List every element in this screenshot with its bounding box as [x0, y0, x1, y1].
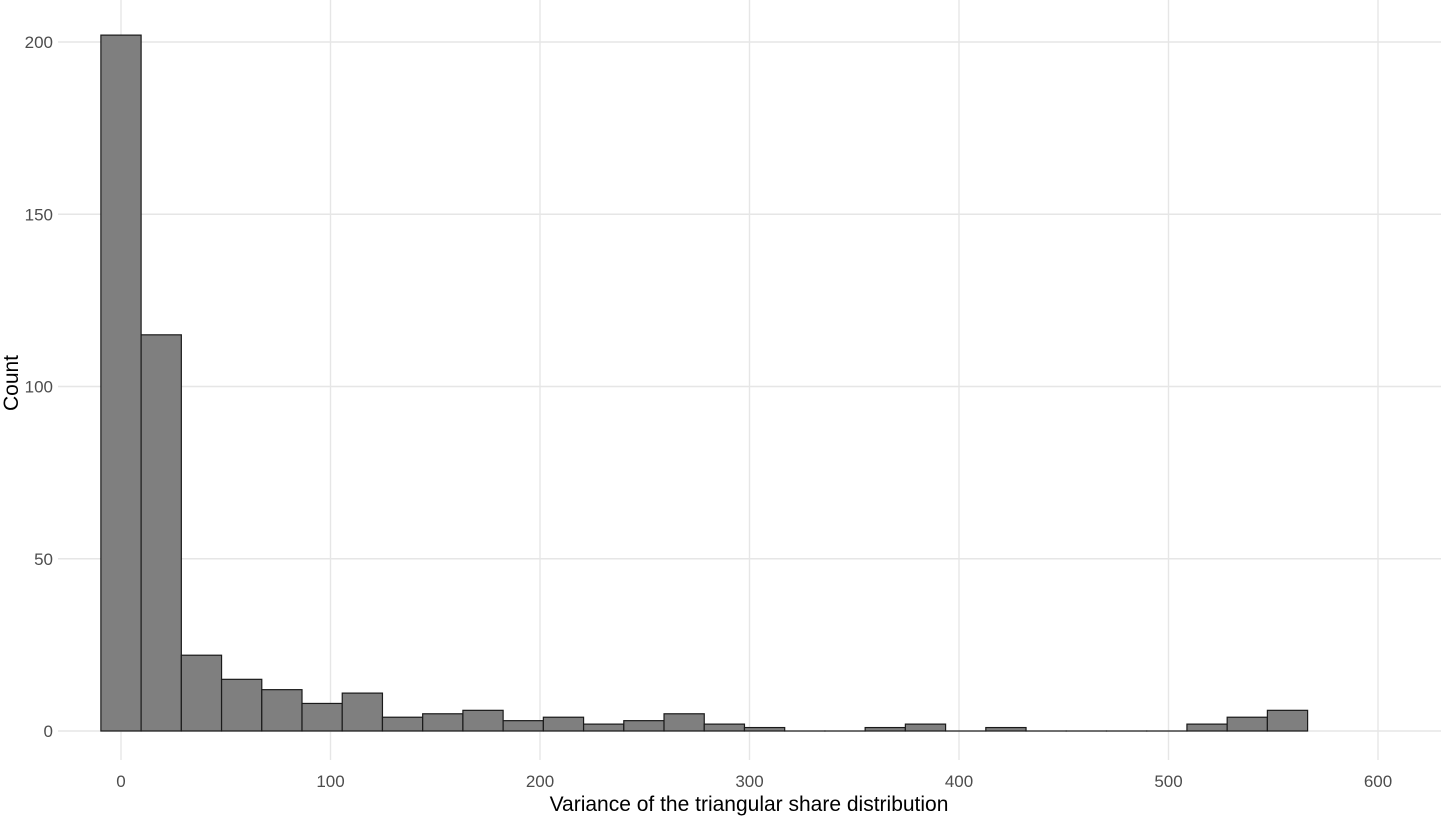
histogram-bar: [422, 713, 464, 732]
y-tick-label: 100: [25, 378, 53, 397]
histogram-bar: [623, 720, 665, 732]
x-axis-title: Variance of the triangular share distrib…: [550, 793, 949, 816]
x-tick-label: 100: [316, 772, 344, 791]
histogram-bar: [462, 709, 504, 732]
y-tick-label: 50: [34, 550, 53, 569]
histogram-bar: [864, 726, 906, 732]
histogram-bar: [743, 726, 786, 732]
y-axis-title: Count: [0, 355, 23, 411]
histogram-bar: [220, 678, 263, 732]
x-tick-label: 0: [116, 772, 125, 791]
histogram-bar: [1226, 716, 1268, 732]
histogram-bar: [502, 720, 544, 732]
histogram-bar: [381, 716, 424, 732]
x-tick-label: 500: [1154, 772, 1182, 791]
histogram-bar: [100, 34, 142, 732]
histogram-bar: [542, 716, 585, 732]
histogram-bar: [301, 702, 343, 732]
y-tick-label: 150: [25, 205, 53, 224]
x-tick-label: 300: [735, 772, 763, 791]
tick-labels: 0 100 200 300 400 500 600 0 50 100 150 200: [25, 33, 1393, 791]
histogram-bar: [663, 713, 705, 732]
histogram-bars: [100, 34, 1309, 732]
y-tick-label: 200: [25, 33, 53, 52]
histogram-bar: [180, 654, 223, 732]
grid-lines: [58, 0, 1441, 760]
x-tick-label: 200: [526, 772, 554, 791]
x-tick-label: 600: [1364, 772, 1392, 791]
y-tick-label: 0: [44, 722, 53, 741]
histogram-bar: [261, 689, 303, 732]
histogram-bar: [703, 723, 746, 732]
histogram-bar: [985, 726, 1027, 732]
histogram-bar: [1266, 709, 1309, 732]
histogram-bar: [904, 723, 947, 732]
histogram-bar: [582, 723, 625, 732]
histogram-bar: [341, 692, 384, 732]
x-tick-label: 400: [945, 772, 973, 791]
histogram-bar: [140, 334, 182, 732]
histogram-bar: [1186, 723, 1228, 732]
